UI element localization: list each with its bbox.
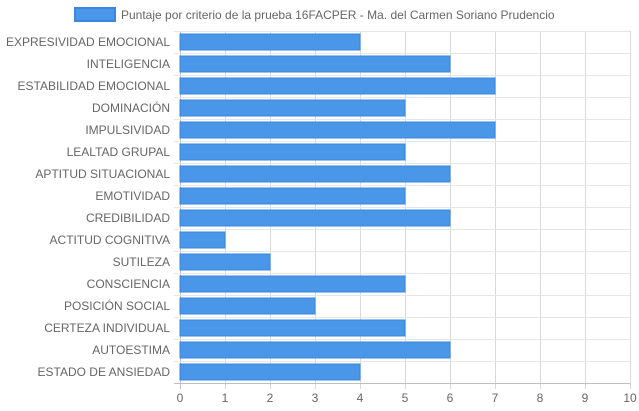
legend[interactable]: Puntaje por criterio de la prueba 16FACP… bbox=[74, 7, 555, 22]
legend-swatch bbox=[74, 7, 116, 22]
category-label: ACTITUD COGNITIVA bbox=[50, 233, 170, 247]
bar bbox=[179, 99, 406, 117]
bar bbox=[179, 319, 406, 337]
category-label: CREDIBILIDAD bbox=[86, 211, 170, 225]
x-tick-label: 2 bbox=[267, 391, 274, 405]
category-label: ESTABILIDAD EMOCIONAL bbox=[18, 79, 171, 93]
category-label: EMOTIVIDAD bbox=[95, 189, 170, 203]
bar bbox=[179, 341, 451, 359]
category-label: CONSCIENCIA bbox=[87, 277, 170, 291]
category-label: DOMINACIÓN bbox=[92, 100, 170, 115]
category-label: ESTADO DE ANSIEDAD bbox=[38, 365, 171, 379]
x-tick-label: 1 bbox=[222, 391, 229, 405]
category-label: EXPRESIVIDAD EMOCIONAL bbox=[6, 35, 170, 49]
x-axis-ticks: 0 1 2 3 4 5 6 7 8 9 10 bbox=[177, 391, 637, 405]
x-tick-label: 7 bbox=[492, 391, 499, 405]
bar bbox=[179, 55, 451, 73]
bar bbox=[179, 143, 406, 161]
x-tick-label: 10 bbox=[623, 391, 637, 405]
bars bbox=[179, 33, 496, 381]
category-label: IMPULSIVIDAD bbox=[85, 123, 170, 137]
x-tick-label: 6 bbox=[447, 391, 454, 405]
bar bbox=[179, 275, 406, 293]
category-label: POSICIÓN SOCIAL bbox=[64, 298, 170, 313]
category-label: LEALTAD GRUPAL bbox=[67, 145, 171, 159]
bar bbox=[179, 363, 361, 381]
x-tick-label: 5 bbox=[402, 391, 409, 405]
category-label: SUTILEZA bbox=[113, 255, 170, 269]
bar bbox=[179, 77, 496, 95]
x-tick-label: 8 bbox=[537, 391, 544, 405]
category-label: CERTEZA INDIVIDUAL bbox=[44, 321, 170, 335]
bar bbox=[179, 253, 271, 271]
x-tick-label: 9 bbox=[582, 391, 589, 405]
category-label: INTELIGENCIA bbox=[87, 57, 170, 71]
x-tick-label: 0 bbox=[177, 391, 184, 405]
bar bbox=[179, 231, 226, 249]
category-label: APTITUD SITUACIONAL bbox=[35, 167, 170, 181]
bar bbox=[179, 33, 361, 51]
legend-label: Puntaje por criterio de la prueba 16FACP… bbox=[121, 8, 555, 22]
bar bbox=[179, 187, 406, 205]
x-tick-label: 3 bbox=[312, 391, 319, 405]
bar bbox=[179, 297, 316, 315]
x-tick-label: 4 bbox=[357, 391, 364, 405]
category-labels: EXPRESIVIDAD EMOCIONAL INTELIGENCIA ESTABI… bbox=[6, 35, 170, 379]
bar bbox=[179, 209, 451, 227]
bar bbox=[179, 165, 451, 183]
category-label: AUTOESTIMA bbox=[92, 343, 170, 357]
bar bbox=[179, 121, 496, 139]
